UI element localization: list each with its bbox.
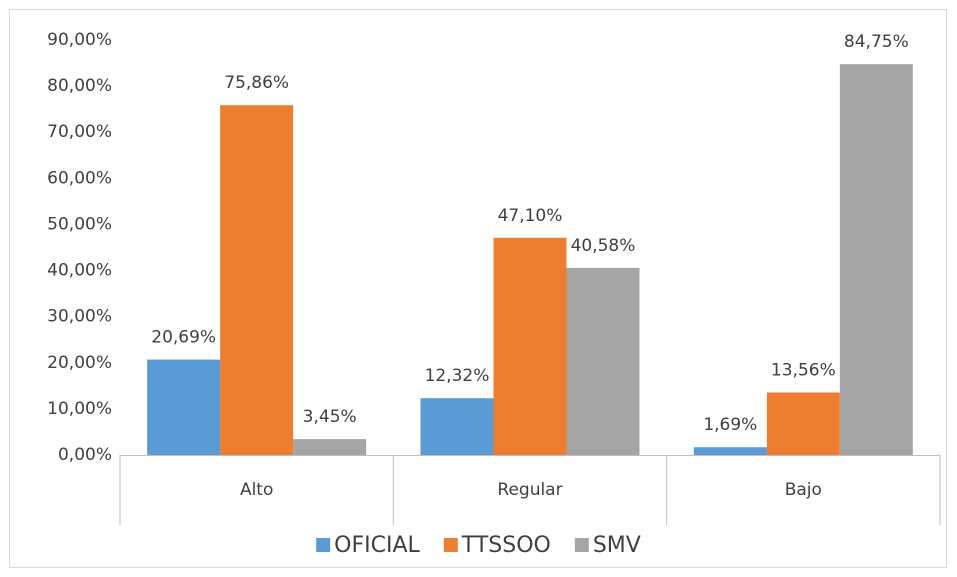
data-label: 20,69% [151,328,216,348]
y-tick-label: 60,00% [47,168,112,188]
x-tick-label: Regular [497,480,562,500]
bar [147,359,221,455]
y-tick-label: 70,00% [47,122,112,142]
y-tick-label: 80,00% [47,76,112,96]
legend-swatch [574,538,589,552]
chart-border [9,9,947,568]
legend-label: OFICIAL [334,533,420,558]
data-label: 3,45% [303,407,357,427]
bar [693,447,767,455]
data-label: 13,56% [771,360,836,380]
bar [566,267,640,455]
legend-label: SMV [593,533,641,558]
bar [766,392,840,455]
y-tick-label: 20,00% [47,353,112,373]
x-tick-label: Bajo [785,480,822,500]
data-label: 1,69% [703,415,757,435]
data-label: 75,86% [224,73,289,93]
bar [293,439,367,455]
data-label: 12,32% [425,366,490,386]
bar [839,64,913,455]
data-label: 47,10% [498,206,563,226]
legend-swatch [316,538,331,552]
bar [420,398,494,455]
bar [220,105,294,455]
legend-label: TTSSOO [461,533,551,558]
bar [493,237,567,455]
y-tick-label: 40,00% [47,261,112,281]
y-tick-label: 30,00% [47,307,112,327]
data-label: 84,75% [844,32,909,52]
y-tick-label: 10,00% [47,399,112,419]
y-tick-label: 50,00% [47,214,112,234]
legend-swatch [443,538,458,552]
x-tick-label: Alto [240,480,273,500]
data-label: 40,58% [571,236,636,256]
y-tick-label: 0,00% [58,445,112,465]
y-tick-label: 90,00% [47,30,112,50]
